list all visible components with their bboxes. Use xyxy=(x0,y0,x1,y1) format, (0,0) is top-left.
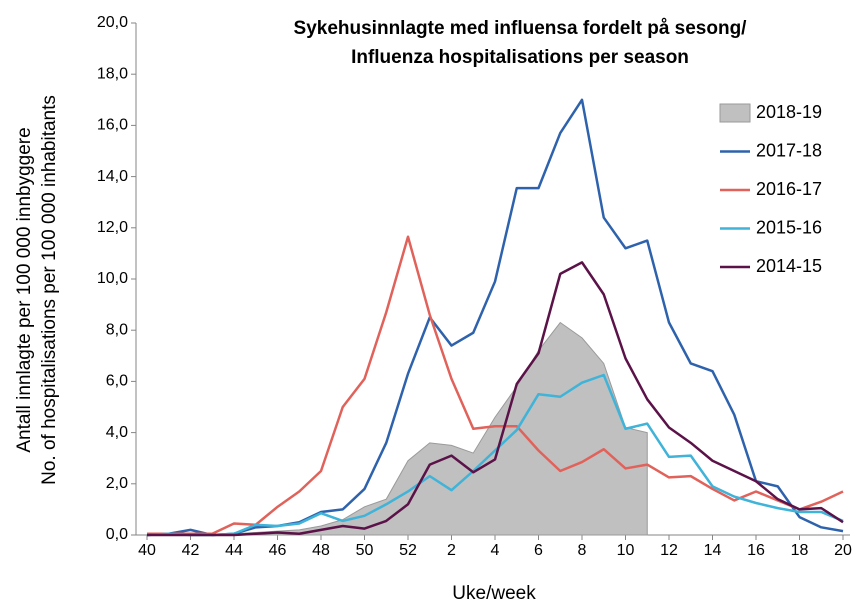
x-tick-label: 52 xyxy=(399,542,417,559)
area xyxy=(147,321,648,536)
x-tick-label: 50 xyxy=(356,542,374,559)
legend-swatch xyxy=(719,103,751,123)
legend-label: 2017-18 xyxy=(756,140,822,160)
line xyxy=(147,261,844,537)
chart-title: Influenza hospitalisations per season xyxy=(351,47,689,68)
x-tick-label: 46 xyxy=(269,542,287,559)
y-tick-label: 4,0 xyxy=(106,424,128,441)
x-tick-label: 48 xyxy=(312,542,330,559)
x-tick-label: 8 xyxy=(578,542,587,559)
x-tick-label: 40 xyxy=(138,542,156,559)
y-tick-label: 8,0 xyxy=(106,321,128,338)
line xyxy=(146,373,844,537)
x-tick-label: 20 xyxy=(834,542,852,559)
legend-label: 2018-19 xyxy=(756,102,822,122)
x-tick-label: 6 xyxy=(534,542,543,559)
y-tick-label: 14,0 xyxy=(97,168,128,185)
y-axis-label: Antall innlagte per 100 000 innbyggere xyxy=(14,127,35,452)
y-axis-label: No. of hospitalisations per 100 000 inha… xyxy=(39,95,60,485)
legend-label: 2014-15 xyxy=(756,256,822,276)
y-tick-label: 10,0 xyxy=(97,270,128,287)
y-tick-label: 12,0 xyxy=(97,219,128,236)
y-tick-label: 20,0 xyxy=(97,14,128,31)
x-tick-label: 18 xyxy=(791,542,809,559)
x-tick-label: 14 xyxy=(704,542,722,559)
y-tick-label: 18,0 xyxy=(97,65,128,82)
line xyxy=(146,98,844,537)
x-tick-label: 2 xyxy=(447,542,456,559)
x-tick-label: 42 xyxy=(182,542,200,559)
legend-label: 2016-17 xyxy=(756,179,822,199)
x-tick-label: 10 xyxy=(617,542,635,559)
x-tick-label: 4 xyxy=(491,542,500,559)
y-tick-label: 16,0 xyxy=(97,117,128,134)
x-tick-label: 12 xyxy=(660,542,678,559)
y-tick-label: 6,0 xyxy=(106,373,128,390)
chart-title: Sykehusinnlagte med influensa fordelt på… xyxy=(294,18,748,39)
legend-label: 2015-16 xyxy=(756,217,822,237)
y-tick-label: 0,0 xyxy=(106,526,128,543)
line xyxy=(147,235,844,535)
x-tick-label: 16 xyxy=(747,542,765,559)
y-tick-label: 2,0 xyxy=(106,475,128,492)
x-axis-label: Uke/week xyxy=(452,583,536,604)
x-tick-label: 44 xyxy=(225,542,243,559)
